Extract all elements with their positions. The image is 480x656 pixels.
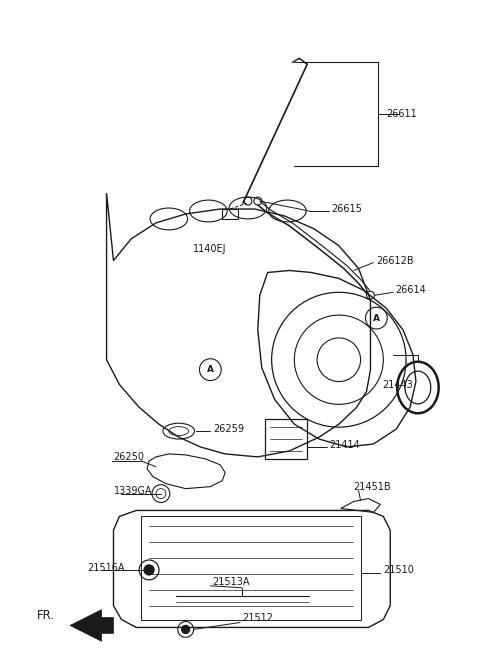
Bar: [222, 209, 238, 219]
Circle shape: [144, 565, 154, 575]
Text: 21443: 21443: [383, 380, 413, 390]
Text: 26612B: 26612B: [376, 256, 414, 266]
Text: 1140EJ: 1140EJ: [192, 243, 226, 254]
Text: 21510: 21510: [384, 565, 414, 575]
Text: 21512: 21512: [242, 613, 273, 623]
Text: 26259: 26259: [213, 424, 244, 434]
Polygon shape: [70, 609, 113, 642]
Text: FR.: FR.: [37, 609, 56, 622]
Text: A: A: [207, 365, 214, 374]
Text: 21451B: 21451B: [354, 482, 391, 491]
Text: 26614: 26614: [395, 285, 426, 295]
Text: 26615: 26615: [331, 204, 362, 214]
Circle shape: [182, 625, 190, 634]
Text: A: A: [373, 314, 380, 323]
Text: 21516A: 21516A: [87, 563, 124, 573]
Text: 21414: 21414: [329, 440, 360, 450]
Text: 21513A: 21513A: [212, 577, 250, 587]
Text: 1339GA: 1339GA: [113, 485, 152, 496]
Text: 26611: 26611: [386, 109, 417, 119]
Text: 26250: 26250: [113, 452, 144, 462]
